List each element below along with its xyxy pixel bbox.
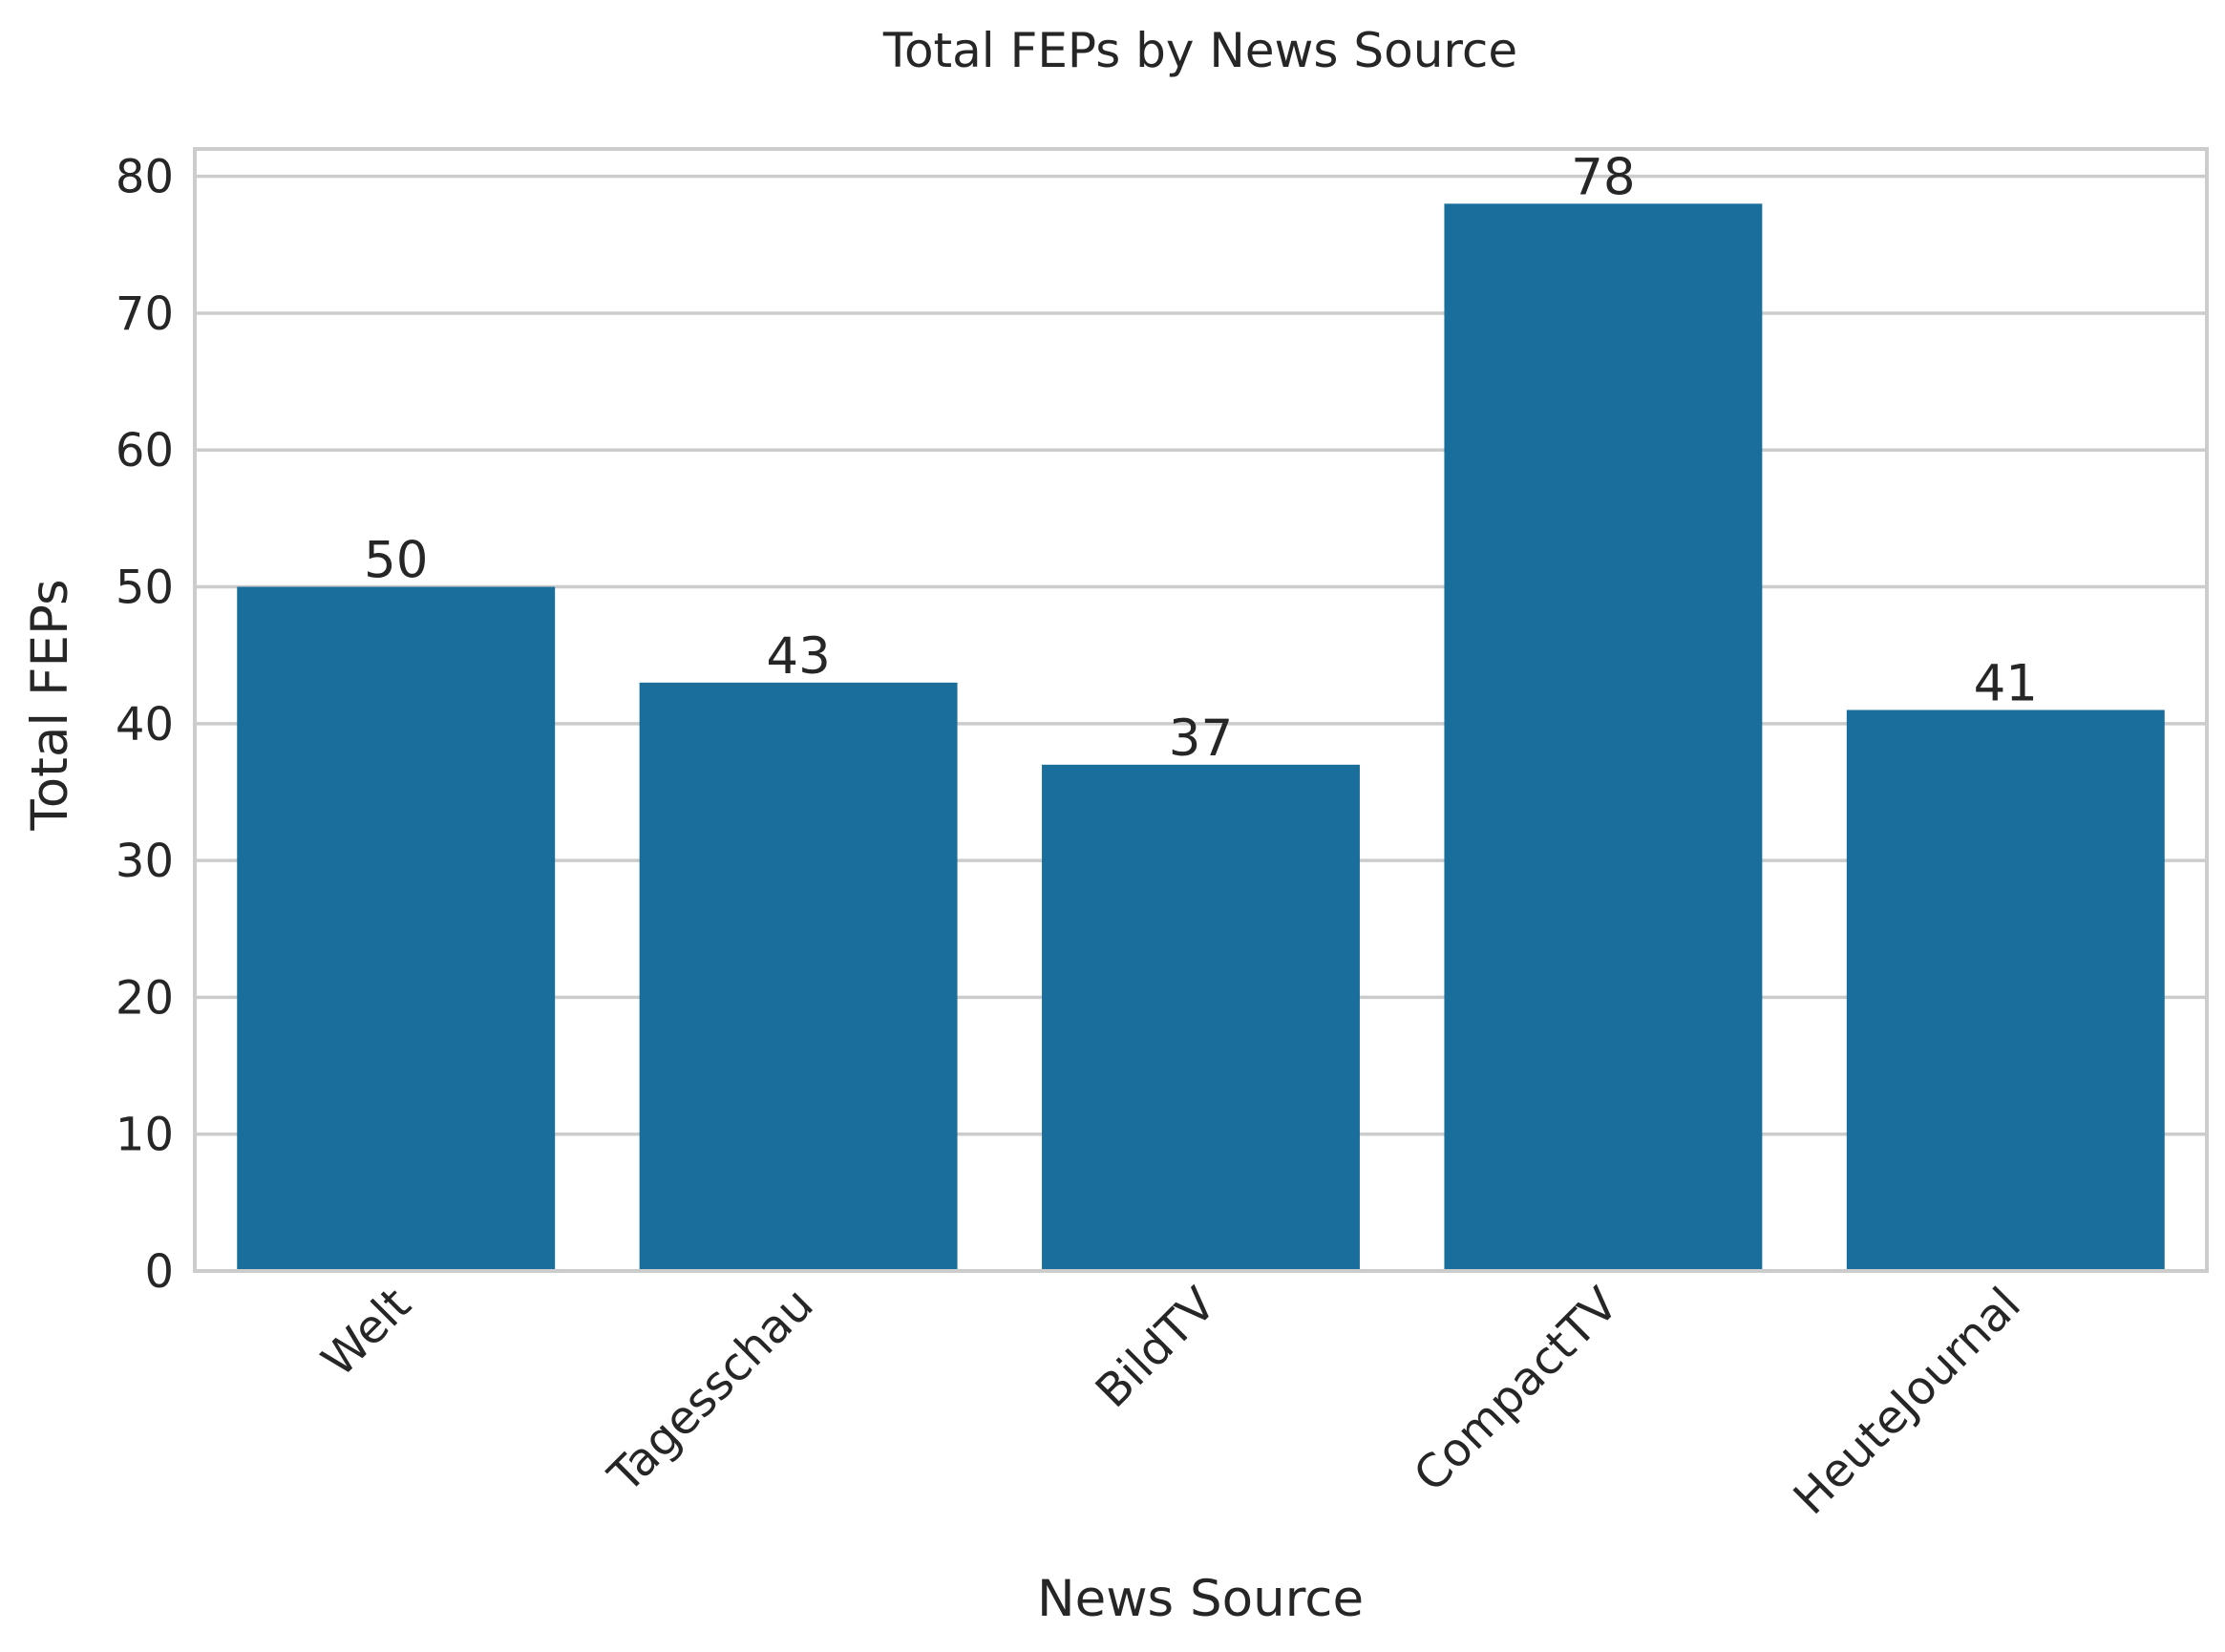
y-tick-label: 80 <box>116 151 174 204</box>
x-tick-label: Welt <box>311 1278 421 1387</box>
y-axis-ticks: 0 10 20 30 40 50 60 70 80 <box>116 151 174 1299</box>
bar-value-label: 41 <box>1974 655 2038 713</box>
bar-value-label: 43 <box>766 627 830 686</box>
y-tick-label: 50 <box>116 561 174 615</box>
x-tick-label: Tagesschau <box>598 1278 823 1503</box>
bar-value-label: 37 <box>1169 710 1233 768</box>
plot-frame <box>193 147 2209 1273</box>
x-tick-label: HeuteJournal <box>1784 1278 2031 1525</box>
bar <box>1846 710 2165 1271</box>
bar-value-label: 78 <box>1571 148 1635 206</box>
y-tick-label: 30 <box>116 835 174 888</box>
y-tick-label: 0 <box>144 1245 174 1299</box>
chart-title: Total FEPs by News Source <box>882 23 1517 78</box>
bar <box>237 586 556 1271</box>
y-tick-label: 10 <box>116 1109 174 1162</box>
bar <box>1444 203 1763 1271</box>
y-tick-label: 20 <box>116 971 174 1025</box>
bar <box>1042 764 1360 1271</box>
data-labels: 50 43 37 78 41 <box>364 148 2038 768</box>
x-axis-label: News Source <box>1037 1570 1364 1628</box>
bar <box>639 682 958 1271</box>
x-axis-ticks: Welt Tagesschau BildTV CompactTV HeuteJourna… <box>311 1278 2030 1525</box>
y-tick-label: 70 <box>116 287 174 341</box>
y-tick-label: 60 <box>116 424 174 477</box>
y-tick-label: 40 <box>116 698 174 752</box>
x-tick-label: CompactTV <box>1404 1278 1629 1503</box>
y-axis-label: Total FEPs <box>21 579 79 831</box>
bars <box>237 203 2165 1271</box>
bar-value-label: 50 <box>364 532 428 590</box>
x-tick-label: BildTV <box>1086 1278 1226 1418</box>
